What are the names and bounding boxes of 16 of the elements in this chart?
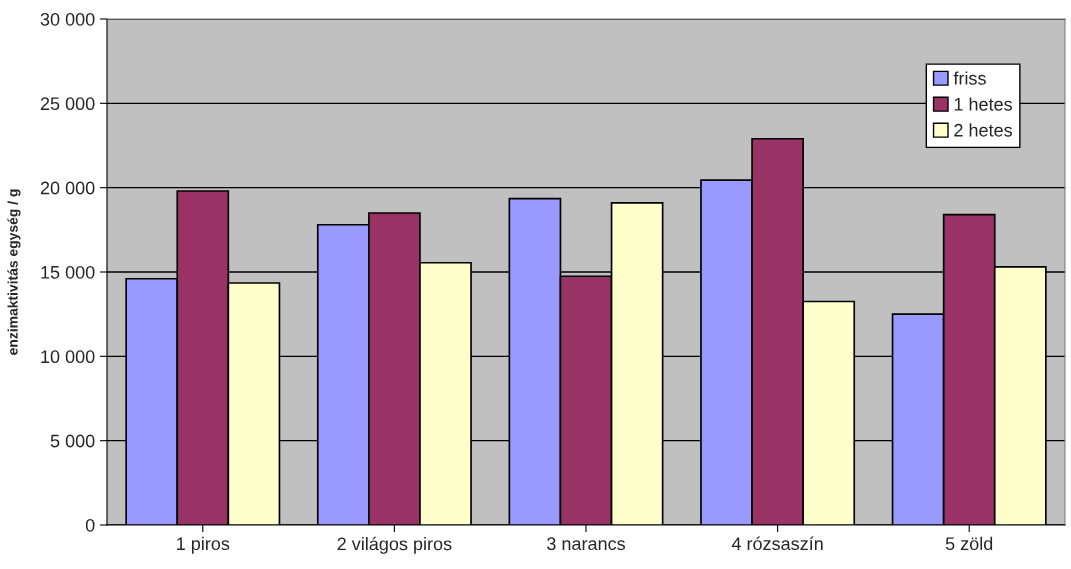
y-axis-title: enzimaktivitás egység / g [7,189,21,355]
x-tick-label: 3 narancs [547,537,625,551]
legend-label: 2 hetes [954,123,1012,137]
legend-label: 1 hetes [954,97,1012,111]
y-tick-label: 20 000 [40,181,95,195]
y-tick-label: 30 000 [40,12,95,26]
legend-label: friss [953,71,986,85]
x-tick-label: 4 rózsaszín [731,536,823,551]
x-tick-label: 5 zöld [945,536,993,551]
y-tick-label: 25 000 [40,97,95,111]
y-tick-label: 5 000 [50,434,95,448]
y-tick-label: 10 000 [41,350,95,364]
y-tick-label: 15 000 [41,265,95,279]
y-tick-label: 0 [85,518,95,532]
x-tick-label: 2 világos piros [337,536,452,554]
x-tick-label: 1 piros [177,536,230,554]
